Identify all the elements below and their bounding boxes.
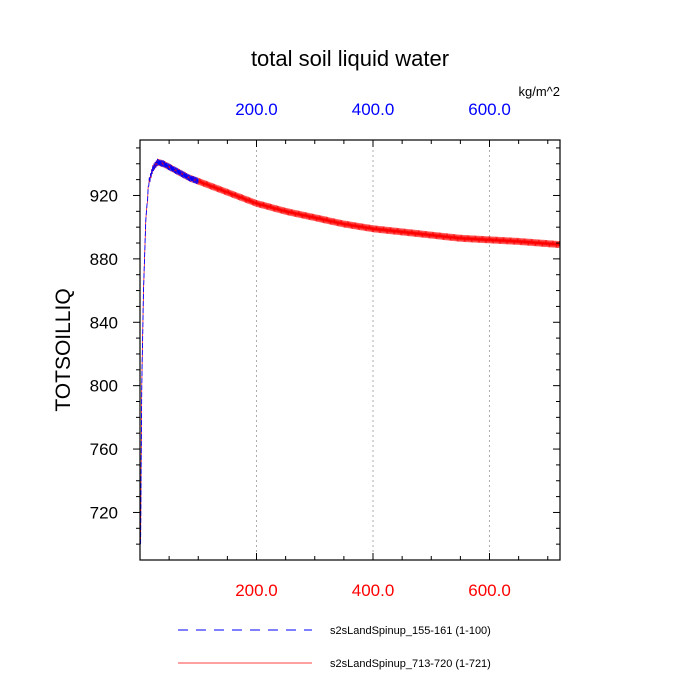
grid-lines xyxy=(256,140,490,560)
units-label: kg/m^2 xyxy=(518,84,560,99)
legend: s2sLandSpinup_155-161 (1-100) s2sLandSpin… xyxy=(178,625,491,670)
top-tick-label-0: 200.0 xyxy=(235,100,278,119)
chart-title: total soil liquid water xyxy=(251,46,449,71)
bottom-tick-label-1: 400.0 xyxy=(352,581,395,600)
y-tick-label-1: 760 xyxy=(90,440,118,459)
top-tick-label-1: 400.0 xyxy=(352,100,395,119)
axes: 720 760 800 840 880 920 200.0 400.0 600.0 200.0 40… xyxy=(90,100,560,600)
y-tick-label-2: 800 xyxy=(90,377,118,396)
legend-label-0: s2sLandSpinup_155-161 (1-100) xyxy=(330,625,491,637)
legend-label-1: s2sLandSpinup_713-720 (1-721) xyxy=(330,658,491,670)
bottom-tick-label-2: 600.0 xyxy=(468,581,511,600)
y-tick-label-4: 880 xyxy=(90,250,118,269)
plot-frame xyxy=(139,139,561,561)
series-line-0 xyxy=(140,158,199,545)
y-tick-label-0: 720 xyxy=(90,503,118,522)
plot-area xyxy=(140,158,561,545)
bottom-tick-label-0: 200.0 xyxy=(235,581,278,600)
series-line-1 xyxy=(140,158,561,545)
top-tick-label-2: 600.0 xyxy=(468,100,511,119)
y-tick-label-5: 920 xyxy=(90,186,118,205)
y-axis-label: TOTSOILLIQ xyxy=(52,288,75,411)
y-tick-label-3: 840 xyxy=(90,313,118,332)
